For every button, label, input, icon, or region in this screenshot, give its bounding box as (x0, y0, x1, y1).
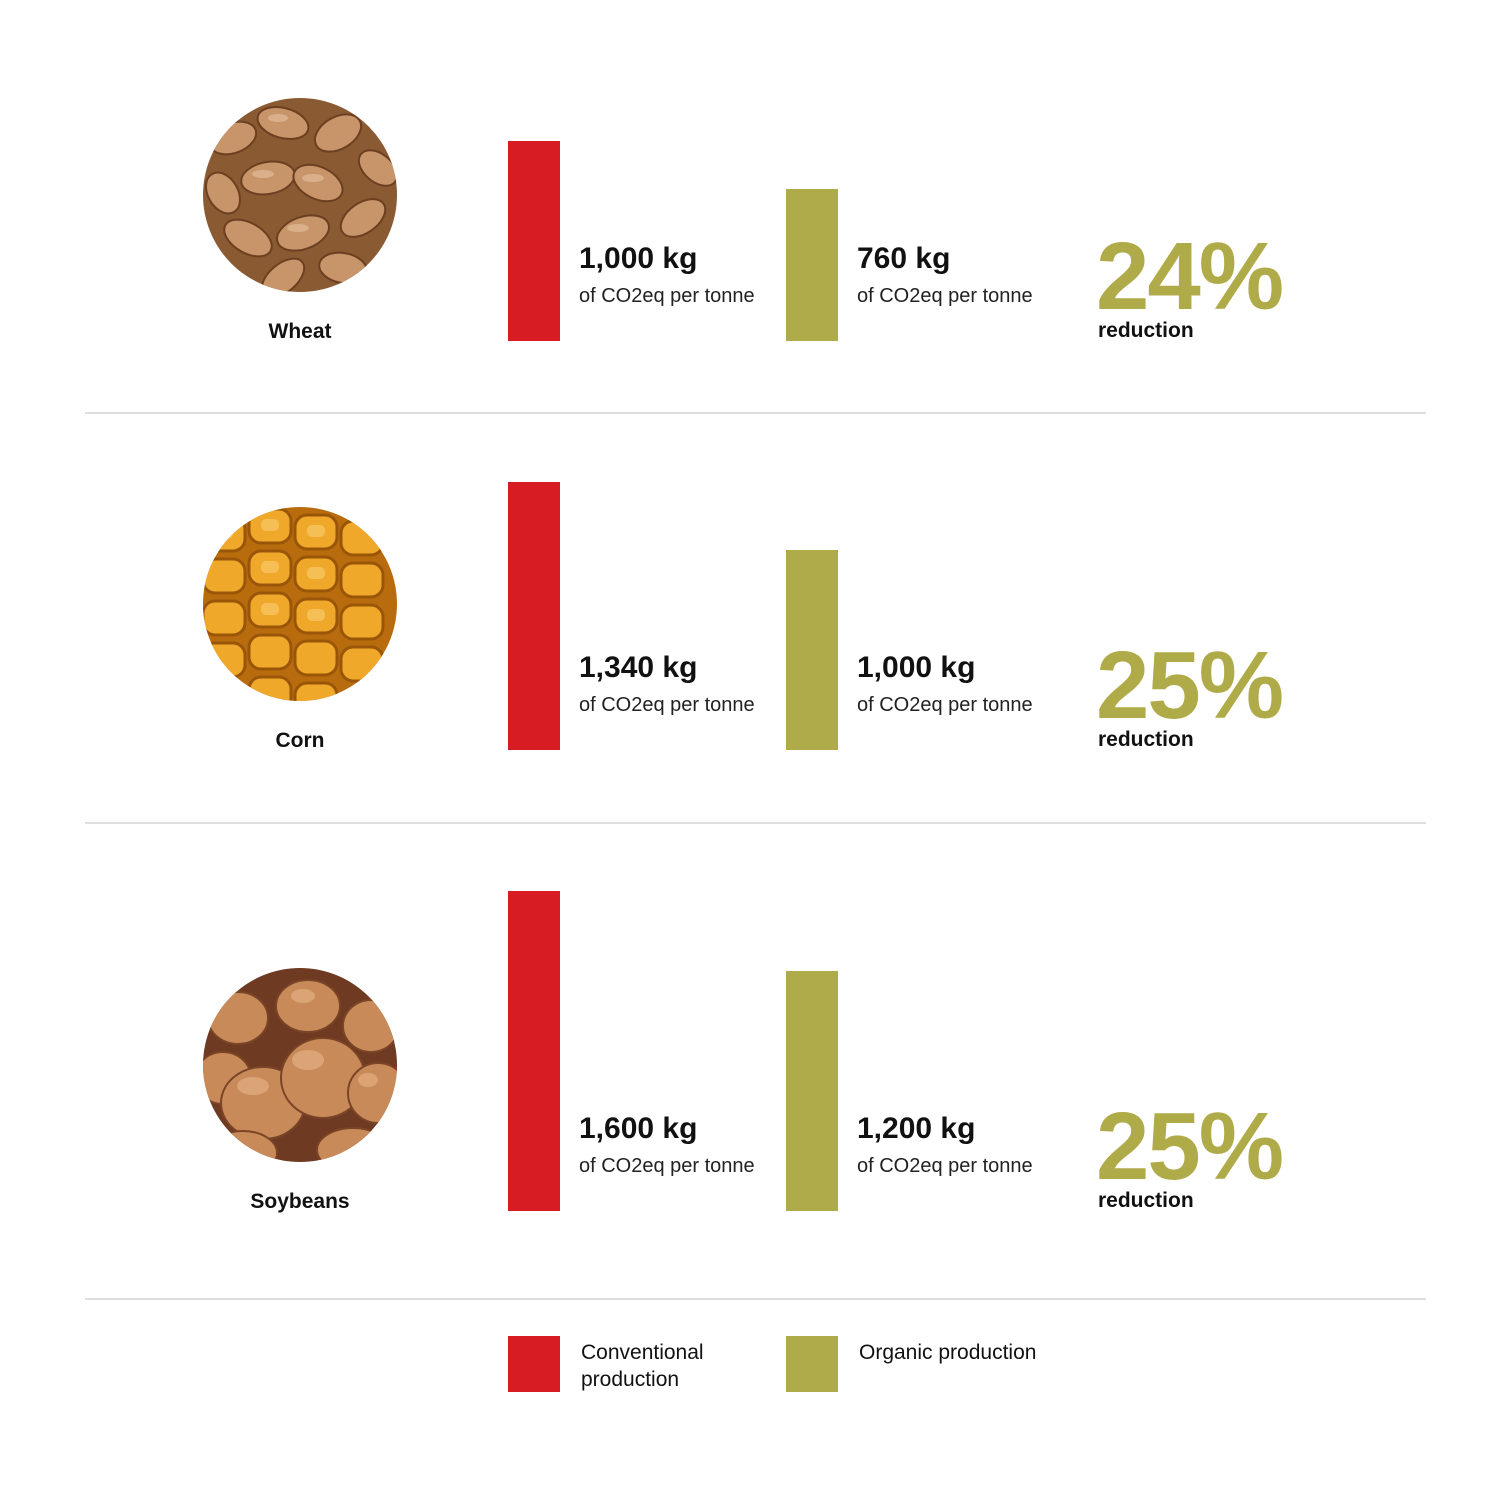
bar-conventional-soybeans (508, 891, 560, 1211)
legend-swatch-organic (786, 1336, 838, 1392)
corn-kernels-photo (203, 507, 397, 701)
bar-conventional-corn (508, 482, 560, 750)
unit-conventional-wheat: of CO2eq per tonne (579, 285, 755, 307)
corn-image (203, 507, 397, 701)
bar-organic-corn (786, 550, 838, 750)
value-organic-corn: 1,000 kg (857, 651, 976, 684)
bar-conventional-wheat (508, 141, 560, 341)
value-organic-wheat: 760 kg (857, 242, 951, 275)
legend-label-conventional: Conventional production (581, 1341, 704, 1391)
legend-label-organic: Organic production (859, 1341, 1037, 1364)
unit-organic-soybeans: of CO2eq per tonne (857, 1155, 1033, 1177)
reduction-percent-corn: 25% (1096, 632, 1284, 739)
reduction-percent-wheat: 24% (1096, 223, 1284, 330)
reduction-label-corn: reduction (1098, 728, 1194, 751)
value-conventional-corn: 1,340 kg (579, 651, 698, 684)
crop-name-soybeans: Soybeans (250, 1190, 350, 1213)
value-organic-soybeans: 1,200 kg (857, 1112, 976, 1145)
reduction-percent-soybeans: 25% (1096, 1093, 1284, 1200)
legend-swatch-conventional (508, 1336, 560, 1392)
reduction-label-soybeans: reduction (1098, 1189, 1194, 1212)
wheat-grains-photo (203, 98, 397, 292)
row-divider (85, 1298, 1426, 1300)
crop-name-wheat: Wheat (268, 320, 332, 343)
soybeans-photo (203, 968, 397, 1162)
reduction-label-wheat: reduction (1098, 319, 1194, 342)
wheat-image (203, 98, 397, 292)
unit-conventional-corn: of CO2eq per tonne (579, 694, 755, 716)
row-divider (85, 822, 1426, 824)
unit-organic-wheat: of CO2eq per tonne (857, 285, 1033, 307)
bar-organic-wheat (786, 189, 838, 341)
soybeans-image (203, 968, 397, 1162)
unit-conventional-soybeans: of CO2eq per tonne (579, 1155, 755, 1177)
value-conventional-wheat: 1,000 kg (579, 242, 698, 275)
bar-organic-soybeans (786, 971, 838, 1211)
value-conventional-soybeans: 1,600 kg (579, 1112, 698, 1145)
row-divider (85, 412, 1426, 414)
unit-organic-corn: of CO2eq per tonne (857, 694, 1033, 716)
crop-name-corn: Corn (275, 729, 325, 752)
